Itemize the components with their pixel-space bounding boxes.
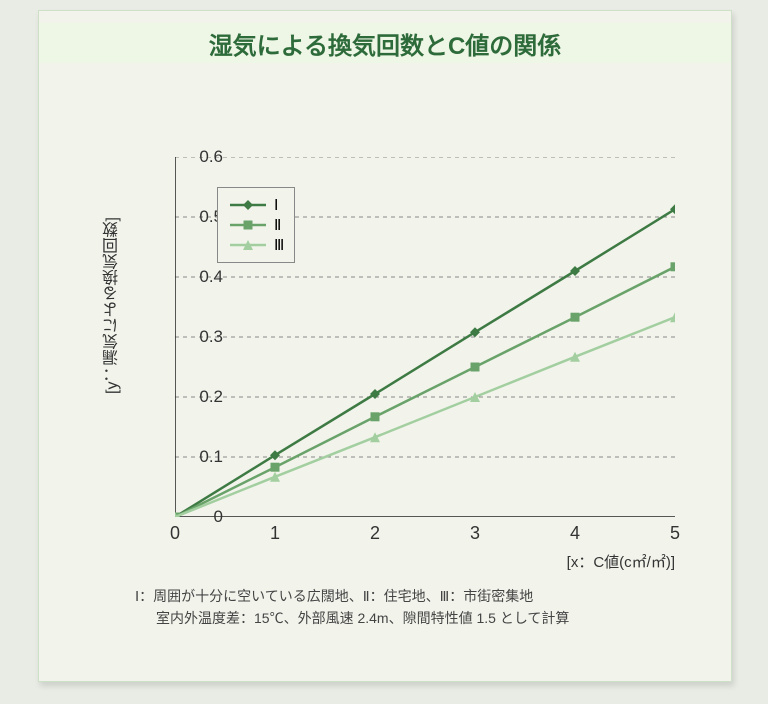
x-tick-label: 1 [255, 523, 295, 544]
y-tick-label: 0.6 [163, 147, 223, 167]
legend-item: Ⅰ [228, 196, 284, 214]
legend-item: Ⅲ [228, 236, 284, 254]
legend: Ⅰ Ⅱ Ⅲ [217, 187, 295, 263]
y-tick-label: 0.2 [163, 387, 223, 407]
y-tick-label: 0.5 [163, 207, 223, 227]
x-tick-label: 0 [155, 523, 195, 544]
legend-label: Ⅲ [274, 236, 284, 254]
legend-item: Ⅱ [228, 216, 284, 234]
x-tick-label: 4 [555, 523, 595, 544]
page-title: 湿気による換気回数とC値の関係 [39, 23, 731, 63]
x-tick-label: 5 [655, 523, 695, 544]
y-axis-label: [y：漏気による換気回数] [101, 156, 119, 456]
legend-label: Ⅱ [274, 216, 281, 234]
y-tick-label: 0.1 [163, 447, 223, 467]
caption-line-2: 室内外温度差：15℃、外部風速 2.4m、隙間特性値 1.5 として計算 [135, 607, 695, 629]
y-tick-label: 0.3 [163, 327, 223, 347]
legend-label: Ⅰ [274, 196, 278, 214]
caption-line-1: Ⅰ：周囲が十分に空いている広闊地、Ⅱ：住宅地、Ⅲ：市街密集地 [135, 585, 695, 607]
x-tick-label: 3 [455, 523, 495, 544]
chart-captions: Ⅰ：周囲が十分に空いている広闊地、Ⅱ：住宅地、Ⅲ：市街密集地 室内外温度差：15… [135, 585, 695, 630]
chart-card: 湿気による換気回数とC値の関係 [y：漏気による換気回数] 0 0.1 0.2 0.3… [38, 10, 732, 682]
y-tick-label: 0.4 [163, 267, 223, 287]
x-tick-label: 2 [355, 523, 395, 544]
x-axis-label: [x：C値(c㎡/㎡)] [567, 551, 675, 572]
